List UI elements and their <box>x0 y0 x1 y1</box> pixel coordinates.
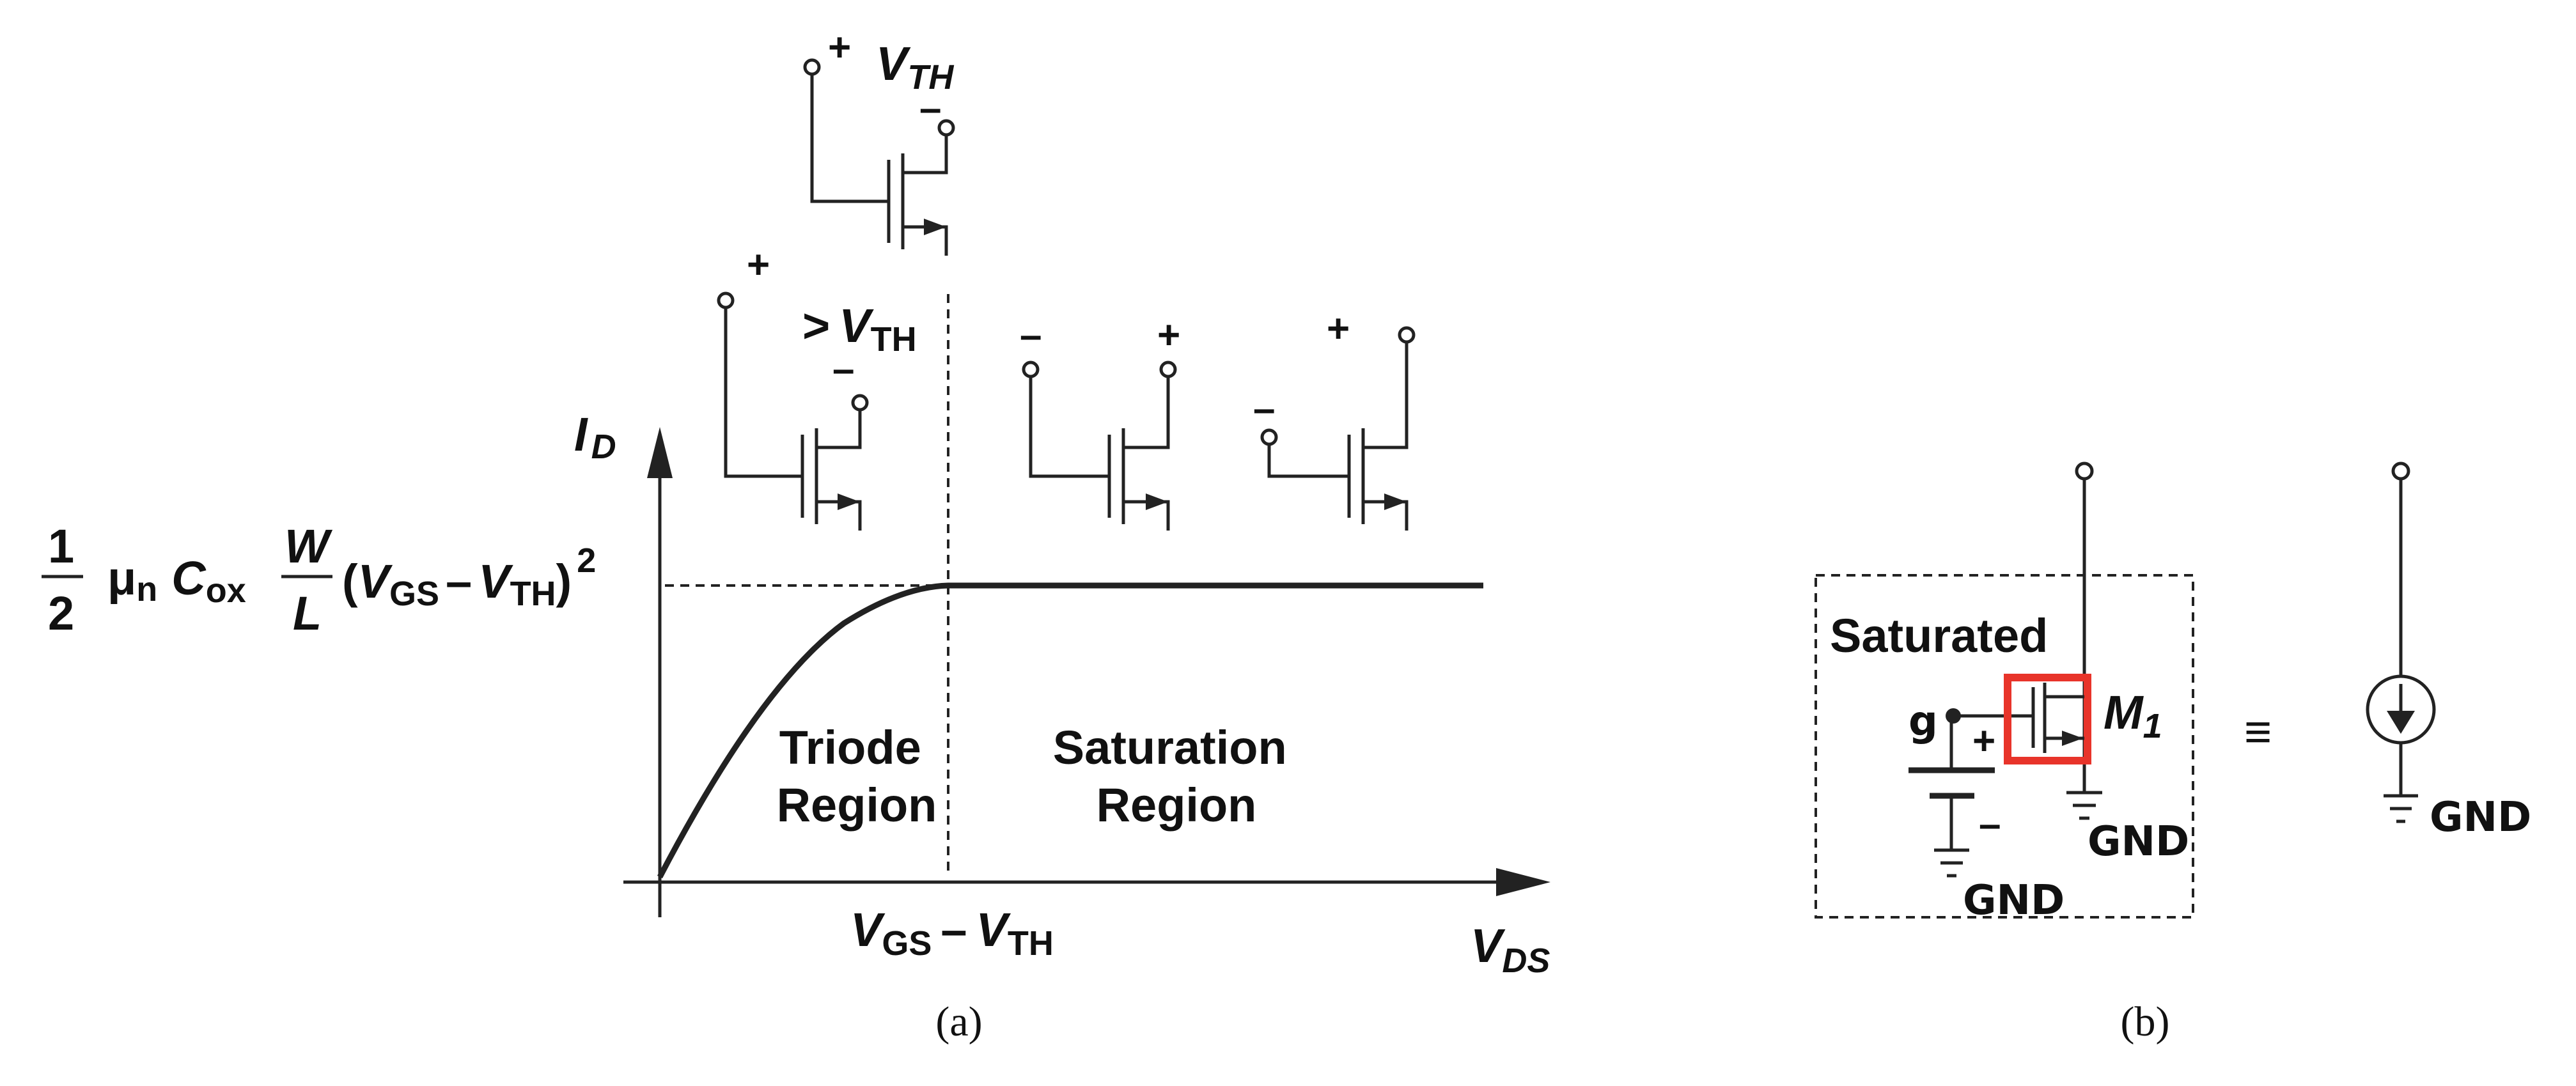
gate-note: g <box>1909 698 1938 745</box>
transistor-boundary: + – VTH <box>803 26 955 256</box>
x-marker-label: VGS – VTH <box>850 903 1054 963</box>
current-direction-arrow <box>2387 711 2415 734</box>
region-saturation-label: Saturation Region <box>1053 721 1300 832</box>
x-axis-label: VDS <box>1471 919 1550 980</box>
svg-text:–: – <box>832 347 854 391</box>
transistor-saturation-1: – + <box>1020 313 1180 531</box>
gate-node <box>1946 708 1961 724</box>
gnd-label-source: GND <box>1963 877 2065 924</box>
svg-text:–: – <box>1020 313 1042 357</box>
svg-text:+: + <box>1157 313 1180 357</box>
panel-b: Saturated g + – GND M1 GND ≡ <box>1815 462 2531 1045</box>
svg-text:+: + <box>1327 307 1350 351</box>
formula-l: L <box>293 587 322 640</box>
saturated-label: Saturated <box>1830 609 2048 662</box>
saturated-box <box>1815 574 2194 919</box>
svg-text:–: – <box>1979 802 2001 846</box>
m1-highlight-box <box>2004 674 2091 764</box>
formula-overdrive: (VGS – VTH) 2 <box>342 541 596 613</box>
gt-vth-label: > VTH <box>802 299 917 359</box>
formula-mobility: μn Cox <box>107 552 246 610</box>
caption-a: (a) <box>935 998 982 1045</box>
vth-label-top: VTH <box>876 37 954 97</box>
svg-text:+: + <box>1972 719 1995 763</box>
x-axis-arrow <box>1496 868 1550 896</box>
gnd-label-current-source: GND <box>2430 794 2531 841</box>
region-triode-label: Triode Region <box>777 721 937 832</box>
gnd-label-device: GND <box>2088 818 2189 865</box>
current-source-terminal <box>2391 462 2410 481</box>
svg-text:–: – <box>919 86 941 130</box>
svg-text:–: – <box>1253 387 1275 431</box>
equivalence-symbol: ≡ <box>2244 705 2272 758</box>
id-vds-curve <box>657 582 1483 879</box>
drain-terminal <box>2075 462 2094 481</box>
svg-text:+: + <box>747 243 770 287</box>
formula-half-numerator: 1 <box>48 520 74 573</box>
saturation-current-formula: 1 2 μn Cox W L (VGS – VTH) 2 <box>42 520 596 640</box>
formula-half-denominator: 2 <box>48 587 74 640</box>
svg-text:+: + <box>828 26 851 70</box>
m1-label: M1 <box>2104 686 2162 745</box>
caption-b: (b) <box>2121 998 2170 1045</box>
y-axis-arrow <box>647 427 673 478</box>
formula-w: W <box>285 520 333 573</box>
transistor-saturation-2: + – <box>1253 307 1416 531</box>
transistor-triode: + – > VTH <box>717 243 917 531</box>
